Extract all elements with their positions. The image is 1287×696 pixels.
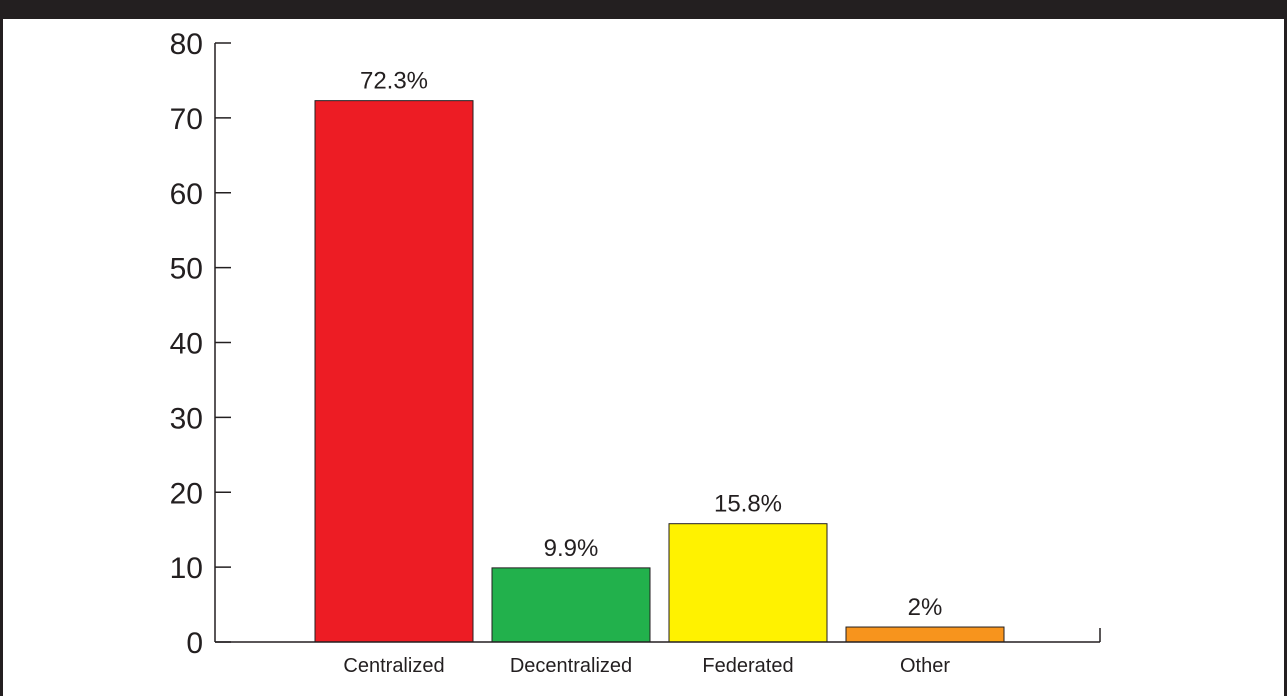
x-category-label: Decentralized	[510, 655, 632, 677]
bar-federated	[668, 523, 828, 643]
bar-decentralized	[491, 567, 651, 643]
y-tick-label: 50	[170, 253, 203, 286]
y-tick-label: 20	[170, 477, 203, 510]
frame-right-border	[1284, 0, 1287, 696]
bars-group: 72.3% 9.9% 15.8% 2%	[314, 68, 1005, 643]
data-label: 72.3%	[360, 68, 428, 95]
y-tick-label: 40	[170, 328, 203, 361]
figure-header-bar	[0, 0, 1287, 19]
y-tick-label: 10	[170, 552, 203, 585]
frame-left-border	[0, 0, 3, 696]
bar-centralized	[314, 100, 474, 643]
y-axis: 0 10 20 30 40 50 60 70 80	[170, 28, 231, 660]
data-label: 15.8%	[714, 491, 782, 518]
y-tick-label: 30	[170, 402, 203, 435]
x-category-label: Federated	[702, 655, 793, 677]
bar-other	[845, 626, 1005, 643]
y-tick-label: 60	[170, 178, 203, 211]
y-tick-label: 80	[170, 28, 203, 61]
data-label: 9.9%	[544, 535, 599, 562]
y-tick-label: 70	[170, 103, 203, 136]
x-axis: Centralized Decentralized Federated Other	[215, 628, 1101, 677]
x-category-label: Centralized	[343, 655, 444, 677]
data-label: 2%	[908, 594, 943, 621]
y-tick-label: 0	[186, 627, 203, 660]
x-category-label: Other	[900, 655, 950, 677]
